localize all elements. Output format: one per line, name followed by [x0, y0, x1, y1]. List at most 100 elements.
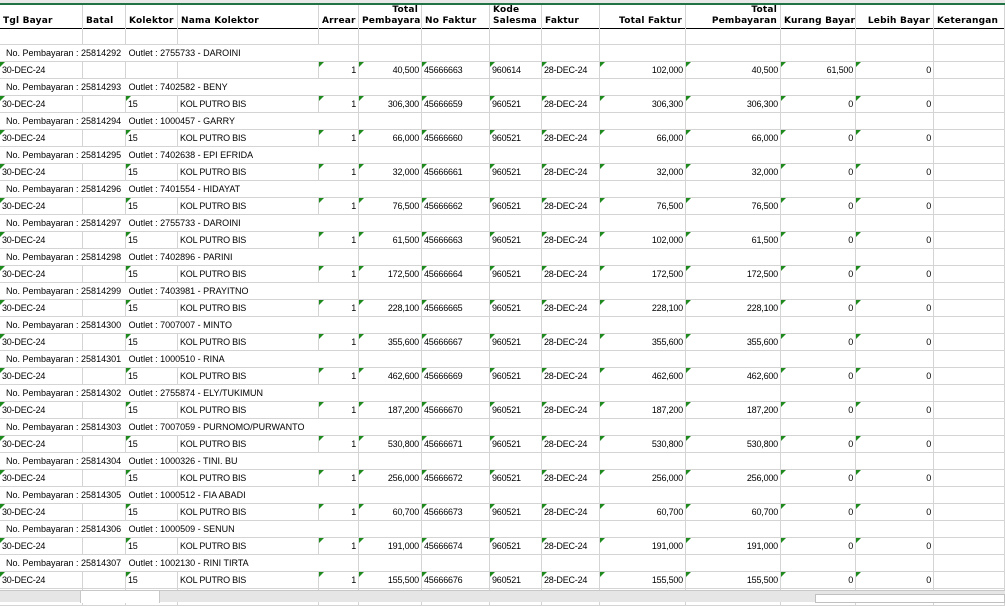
cell-nama[interactable]: KOL PUTRO BIS [178, 538, 319, 555]
cell[interactable] [319, 487, 359, 504]
cell[interactable] [319, 419, 359, 436]
cell-faktur[interactable]: 45666669 [422, 368, 490, 385]
cell-lebih[interactable]: 0 [856, 538, 934, 555]
cell-faktur[interactable]: 45666671 [422, 436, 490, 453]
cell-tgl[interactable]: 30-DEC-24 [0, 232, 83, 249]
cell-arrear[interactable]: 1 [319, 334, 359, 351]
cell[interactable] [600, 45, 686, 62]
cell-sales[interactable]: 960521 [490, 538, 542, 555]
cell-faktur[interactable]: 45666663 [422, 62, 490, 79]
cell-tgl[interactable]: 30-DEC-24 [0, 402, 83, 419]
cell-tp[interactable]: 172,500 [686, 266, 781, 283]
cell[interactable] [600, 351, 686, 368]
cell[interactable] [934, 368, 1005, 385]
cell-tp[interactable]: 462,600 [686, 368, 781, 385]
cell[interactable] [490, 249, 542, 266]
cell-arrear[interactable]: 1 [319, 266, 359, 283]
cell-lebih[interactable]: 0 [856, 504, 934, 521]
cell[interactable] [490, 181, 542, 198]
cell[interactable] [359, 113, 422, 130]
cell-tf[interactable]: 76,500 [600, 198, 686, 215]
cell[interactable] [359, 487, 422, 504]
cell[interactable] [934, 147, 1005, 164]
cell-bayar[interactable]: 40,500 [359, 62, 422, 79]
cell-kurang[interactable]: 0 [781, 402, 856, 419]
cell[interactable] [319, 249, 359, 266]
cell[interactable] [359, 79, 422, 96]
cell-tglf[interactable]: 28-DEC-24 [542, 436, 600, 453]
cell-lebih[interactable]: 0 [856, 334, 934, 351]
cell[interactable] [781, 521, 856, 538]
cell[interactable] [359, 45, 422, 62]
cell-faktur[interactable]: 45666663 [422, 232, 490, 249]
cell-tf[interactable]: 102,000 [600, 232, 686, 249]
cell[interactable] [934, 555, 1005, 572]
cell[interactable] [686, 453, 781, 470]
cell-kurang[interactable]: 0 [781, 436, 856, 453]
cell[interactable] [600, 147, 686, 164]
cell[interactable] [600, 249, 686, 266]
cell[interactable] [542, 317, 600, 334]
cell[interactable] [781, 249, 856, 266]
cell-tf[interactable]: 256,000 [600, 470, 686, 487]
cell-arrear[interactable]: 1 [319, 198, 359, 215]
cell[interactable] [83, 402, 126, 419]
cell-tglf[interactable]: 28-DEC-24 [542, 62, 600, 79]
cell[interactable] [781, 385, 856, 402]
cell[interactable] [781, 419, 856, 436]
cell-nama[interactable]: KOL PUTRO BIS [178, 266, 319, 283]
cell[interactable] [856, 249, 934, 266]
cell[interactable] [686, 385, 781, 402]
cell-nama[interactable]: KOL PUTRO BIS [178, 164, 319, 181]
sheet-tab-active[interactable] [80, 591, 160, 603]
cell[interactable] [934, 96, 1005, 113]
cell-nama[interactable]: KOL PUTRO BIS [178, 402, 319, 419]
cell[interactable] [600, 419, 686, 436]
cell-kol[interactable]: 15 [126, 164, 178, 181]
cell-tgl[interactable]: 30-DEC-24 [0, 198, 83, 215]
cell[interactable] [359, 249, 422, 266]
cell[interactable] [856, 147, 934, 164]
cell[interactable] [934, 317, 1005, 334]
cell[interactable] [422, 487, 490, 504]
cell[interactable] [359, 521, 422, 538]
cell-sales[interactable]: 960521 [490, 402, 542, 419]
cell-sales[interactable]: 960521 [490, 232, 542, 249]
cell-sales[interactable]: 960521 [490, 504, 542, 521]
cell[interactable] [83, 266, 126, 283]
cell-tgl[interactable]: 30-DEC-24 [0, 96, 83, 113]
cell-sales[interactable]: 960614 [490, 62, 542, 79]
cell[interactable] [319, 385, 359, 402]
cell-bayar[interactable]: 32,000 [359, 164, 422, 181]
cell[interactable] [359, 283, 422, 300]
cell-tp[interactable]: 187,200 [686, 402, 781, 419]
cell[interactable] [686, 181, 781, 198]
cell-kurang[interactable]: 0 [781, 538, 856, 555]
cell[interactable] [934, 130, 1005, 147]
cell-kurang[interactable]: 0 [781, 368, 856, 385]
cell-tf[interactable]: 155,500 [600, 572, 686, 589]
cell-tglf[interactable]: 28-DEC-24 [542, 538, 600, 555]
cell[interactable] [490, 45, 542, 62]
cell[interactable] [319, 113, 359, 130]
cell-kol[interactable]: 15 [126, 96, 178, 113]
cell[interactable] [934, 62, 1005, 79]
cell[interactable] [542, 555, 600, 572]
cell-faktur[interactable]: 45666670 [422, 402, 490, 419]
cell[interactable] [319, 521, 359, 538]
cell[interactable] [542, 521, 600, 538]
cell-kol[interactable]: 15 [126, 334, 178, 351]
cell-tgl[interactable]: 30-DEC-24 [0, 164, 83, 181]
cell-arrear[interactable]: 1 [319, 130, 359, 147]
cell[interactable] [600, 79, 686, 96]
cell[interactable] [83, 198, 126, 215]
cell-tp[interactable]: 530,800 [686, 436, 781, 453]
cell-faktur[interactable]: 45666673 [422, 504, 490, 521]
cell[interactable] [934, 181, 1005, 198]
cell[interactable] [856, 317, 934, 334]
cell[interactable] [856, 385, 934, 402]
cell[interactable] [359, 351, 422, 368]
cell-kurang[interactable]: 0 [781, 300, 856, 317]
cell-tp[interactable]: 76,500 [686, 198, 781, 215]
cell-tp[interactable]: 66,000 [686, 130, 781, 147]
